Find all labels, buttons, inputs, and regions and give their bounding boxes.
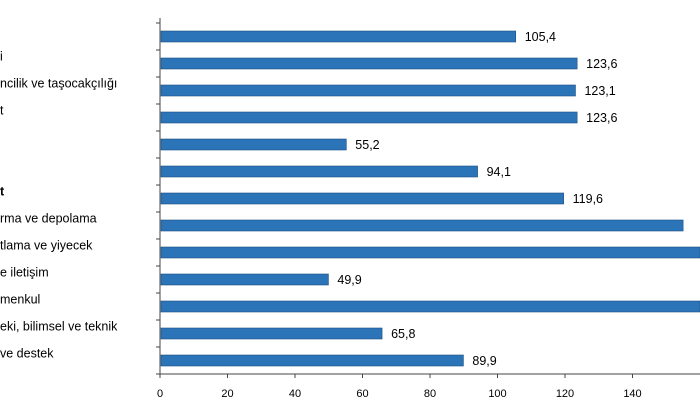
value-label: 123,1 <box>584 84 615 98</box>
value-label: 123,6 <box>586 111 617 125</box>
x-tick-label: 40 <box>289 388 301 400</box>
category-label: ncilik ve taşocakçılığı <box>0 77 117 91</box>
bar <box>160 219 684 232</box>
x-tick-label: 80 <box>424 388 436 400</box>
bar <box>160 192 564 205</box>
category-label: menkul <box>0 293 40 307</box>
bar <box>160 84 576 97</box>
value-label: 123,6 <box>586 57 617 71</box>
bar <box>160 165 478 178</box>
value-label: 105,4 <box>525 30 556 44</box>
value-label: 55,2 <box>355 138 379 152</box>
x-tick-label: 0 <box>157 388 163 400</box>
category-label: t <box>0 104 4 118</box>
category-label: ve destek <box>0 347 54 361</box>
x-tick-label: 20 <box>221 388 233 400</box>
value-label: 89,9 <box>472 354 496 368</box>
category-label: e iletişim <box>0 266 49 280</box>
value-label: 119,6 <box>573 192 603 206</box>
bar <box>160 300 700 313</box>
category-label: rma ve depolama <box>0 212 97 226</box>
bar <box>160 138 347 151</box>
category-label: t <box>0 185 5 199</box>
bar <box>160 111 578 124</box>
category-label: tlama ve yiyecek <box>0 239 93 253</box>
bar <box>160 57 578 70</box>
bar <box>160 30 517 43</box>
value-label: 49,9 <box>337 273 361 287</box>
category-label: eki, bilimsel ve teknik <box>0 320 118 334</box>
bar <box>160 246 700 259</box>
bar <box>160 354 464 367</box>
value-label: 65,8 <box>391 327 415 341</box>
x-tick-label: 140 <box>623 388 641 400</box>
x-tick-label: 60 <box>356 388 368 400</box>
category-label: i <box>0 50 3 64</box>
bar <box>160 327 383 340</box>
x-tick-label: 100 <box>488 388 506 400</box>
x-tick-label: 120 <box>556 388 574 400</box>
bar <box>160 273 329 286</box>
value-label: 94,1 <box>487 165 511 179</box>
